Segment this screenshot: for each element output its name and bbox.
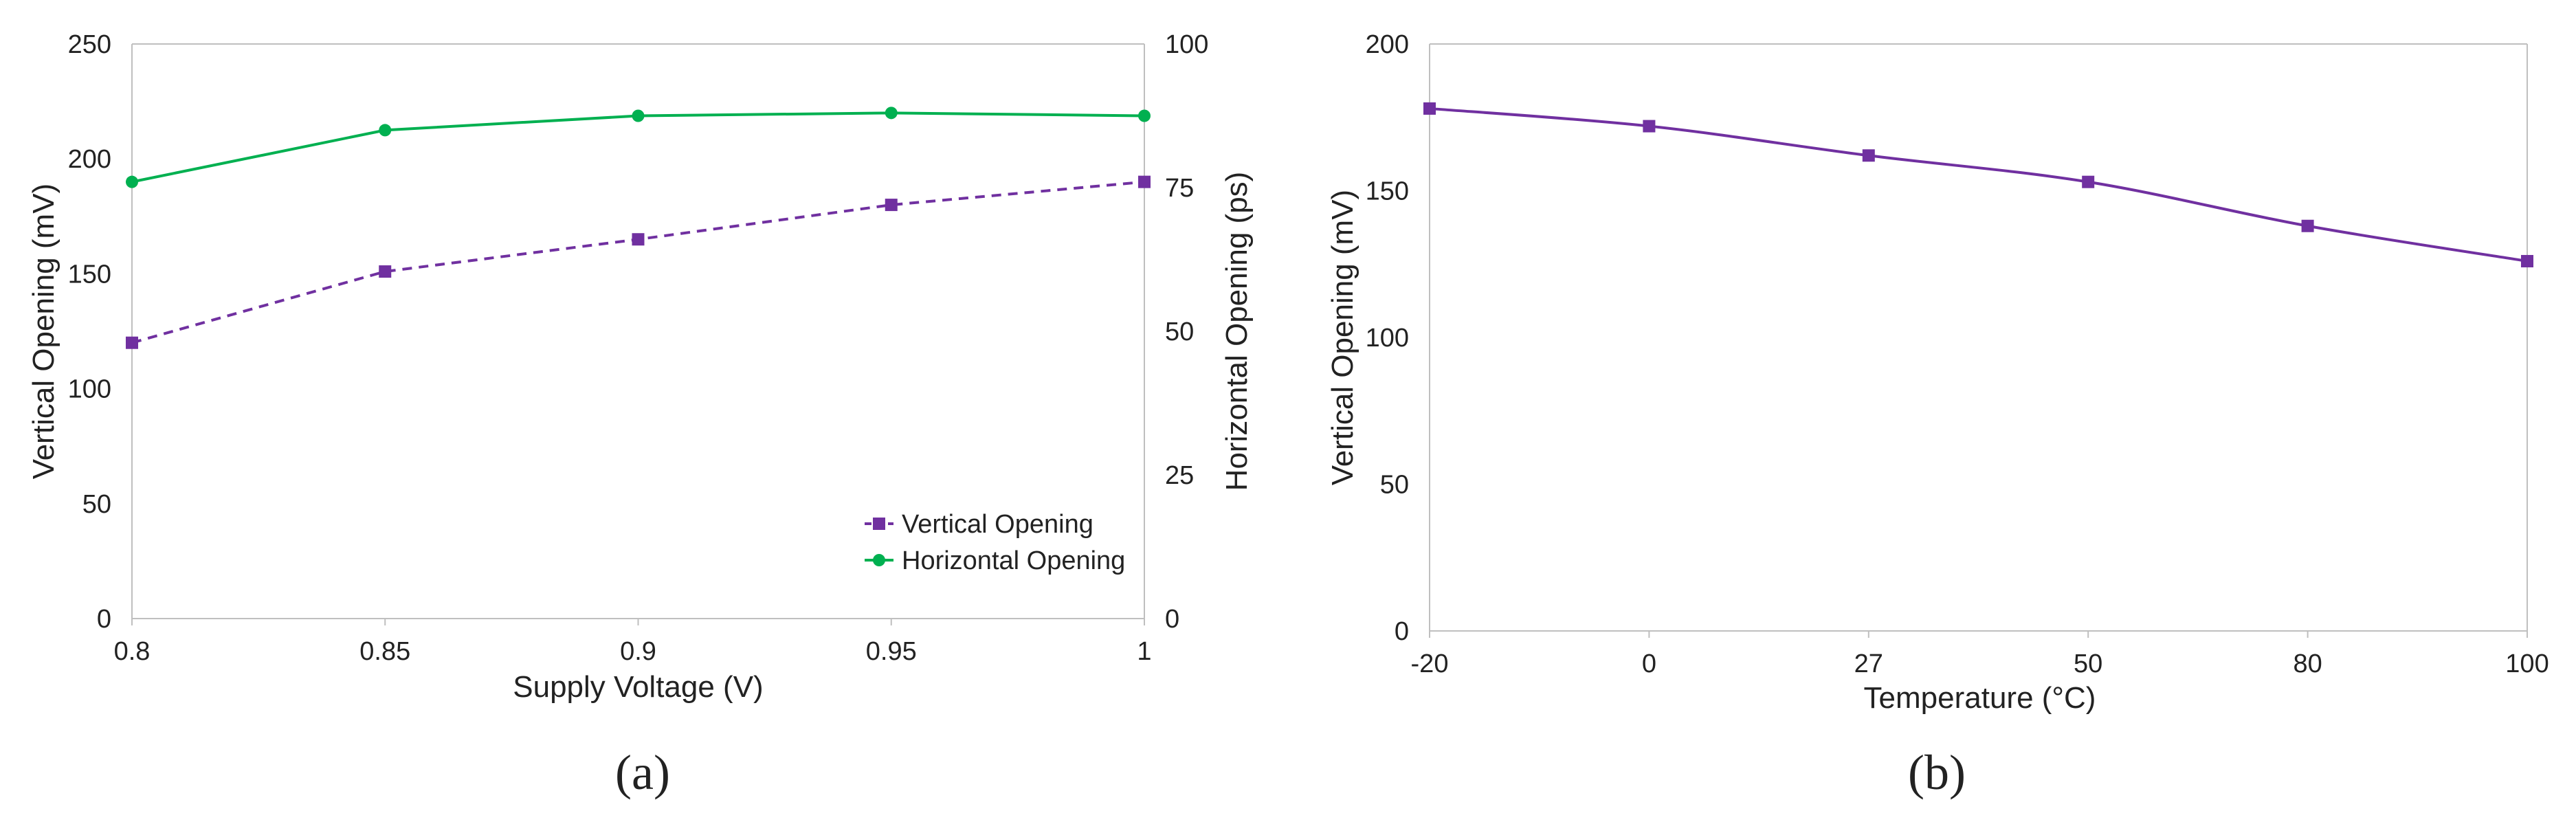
y-tick-label: 150 <box>1366 177 1409 206</box>
y-tick-label: 0 <box>1395 617 1409 646</box>
y-tick-label: 100 <box>1366 324 1409 353</box>
panel-label: (b) <box>1908 745 1966 800</box>
y-tick-label: 50 <box>82 490 111 519</box>
y-axis-title: Vertical Opening (mV) <box>1326 190 1359 485</box>
series-layer <box>1423 102 2533 267</box>
series-layer <box>126 107 1151 349</box>
x-tick-label: 100 <box>2505 649 2549 678</box>
series-line <box>131 180 1145 344</box>
y2-tick-label: 0 <box>1165 605 1179 634</box>
series-vertical-opening <box>1423 102 2533 267</box>
legend-item-horizontal-opening: Horizontal Opening <box>865 546 1125 575</box>
series-line <box>1429 107 2528 263</box>
y2-tick-label: 100 <box>1165 30 1208 59</box>
series-line <box>131 111 1145 184</box>
legend-label: Horizontal Opening <box>902 546 1125 575</box>
y-tick-label: 50 <box>1380 471 1409 500</box>
panel-label: (a) <box>615 745 670 800</box>
y-tick-label: 150 <box>68 260 111 289</box>
legend-marker-circle <box>873 554 885 566</box>
legend-item-vertical-opening: Vertical Opening <box>865 510 1093 539</box>
legend: Vertical Opening Horizontal Opening <box>865 510 1125 575</box>
data-point-square <box>1423 102 1436 115</box>
y-tick-label: 0 <box>97 605 111 634</box>
data-point-square <box>1643 120 1656 133</box>
x-tick-label: 0 <box>1642 649 1656 678</box>
y2-tick-label: 50 <box>1165 318 1194 346</box>
y2-axis-title: Horizontal Opening (ps) <box>1220 172 1254 491</box>
tick-labels: 0 50 100 150 200 250 0 25 50 75 100 0.8 0.85 0.9 0.95 1 <box>68 30 1209 666</box>
data-point-circle <box>379 124 392 137</box>
x-tick-label: 50 <box>2074 649 2102 678</box>
series-horizontal-opening <box>126 107 1151 188</box>
data-point-square <box>126 336 138 349</box>
x-tick-label: 0.9 <box>620 637 656 666</box>
x-axis-title: Temperature (°C) <box>1864 681 2096 715</box>
data-point-circle <box>632 109 645 122</box>
legend-label: Vertical Opening <box>902 510 1093 539</box>
data-point-square <box>2521 254 2533 267</box>
data-point-square <box>632 233 645 246</box>
y-tick-label: 200 <box>68 145 111 174</box>
y2-tick-label: 75 <box>1165 174 1194 203</box>
data-point-square <box>1862 149 1875 162</box>
y-tick-label: 200 <box>1366 30 1409 59</box>
x-tick-label: 0.95 <box>866 637 917 666</box>
x-tick-label: 0.85 <box>359 637 410 666</box>
x-tick-label: 1 <box>1137 637 1151 666</box>
legend-marker-square <box>873 518 885 530</box>
data-point-square <box>379 265 392 278</box>
y-tick-label: 250 <box>68 30 111 59</box>
axes <box>1429 43 2528 638</box>
y-axis-title: Vertical Opening (mV) <box>27 184 60 479</box>
y2-tick-label: 25 <box>1165 461 1194 490</box>
data-point-circle <box>126 175 138 188</box>
data-point-square <box>2301 219 2314 232</box>
data-point-square <box>885 199 898 212</box>
x-axis-title: Supply Voltage (V) <box>513 670 763 704</box>
data-point-square <box>1138 175 1151 188</box>
x-tick-label: 80 <box>2293 649 2322 678</box>
series-vertical-opening <box>126 175 1151 349</box>
data-point-circle <box>885 107 898 120</box>
x-tick-label: 27 <box>1854 649 1883 678</box>
data-point-square <box>2082 175 2095 188</box>
y-tick-label: 100 <box>68 375 111 404</box>
chart-panel-a: 0 50 100 150 200 250 0 25 50 75 100 0.8 0.85 0.9 0.95 1… <box>27 30 1254 800</box>
axes <box>131 43 1145 625</box>
x-tick-label: -20 <box>1411 649 1449 678</box>
x-tick-label: 0.8 <box>114 637 151 666</box>
data-point-circle <box>1138 109 1151 122</box>
